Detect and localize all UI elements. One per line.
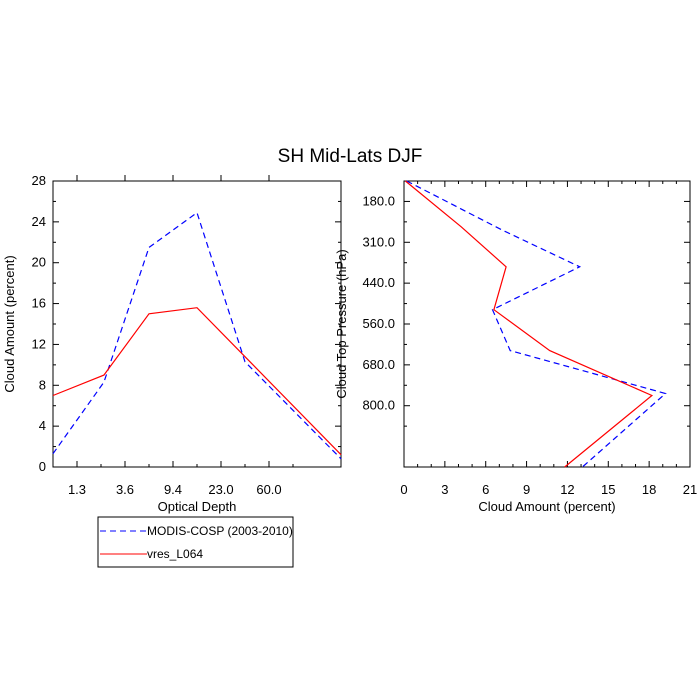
right-x-tick-label: 0 xyxy=(400,482,407,497)
right-y-tick-label: 310.0 xyxy=(362,234,395,249)
left-series-model xyxy=(52,307,342,456)
left-y-tick-label: 20 xyxy=(32,255,46,270)
legend-frame xyxy=(97,516,294,568)
left-series-modis xyxy=(52,211,342,460)
right-x-tick-label: 6 xyxy=(482,482,489,497)
left-y-axis-title: Cloud Amount (percent) xyxy=(2,255,17,392)
legend: MODIS-COSP (2003-2010) vres_L064 xyxy=(97,516,294,568)
right-x-axis-title: Cloud Amount (percent) xyxy=(478,499,615,514)
pressure-panel: 180.0 310.0 440.0 560.0 680.0 800.0 0 3 6 9 12 15 1… xyxy=(334,180,697,514)
left-y-tick-label: 8 xyxy=(39,377,46,392)
right-x-tick-label: 21 xyxy=(683,482,697,497)
left-x-tick-label: 1.3 xyxy=(68,482,86,497)
right-x-tick-label: 3 xyxy=(441,482,448,497)
right-x-tick-label: 9 xyxy=(523,482,530,497)
right-y-tick-label: 800.0 xyxy=(362,398,395,413)
right-series-model xyxy=(405,180,654,468)
left-x-tick-label: 9.4 xyxy=(164,482,182,497)
right-y-tick-label: 440.0 xyxy=(362,275,395,290)
right-x-tick-label: 12 xyxy=(560,482,574,497)
left-y-tick-label: 0 xyxy=(39,459,46,474)
left-plot-frame xyxy=(52,180,342,468)
left-y-tick-label: 4 xyxy=(39,418,46,433)
left-x-tick-label: 3.6 xyxy=(116,482,134,497)
left-x-tick-label: 60.0 xyxy=(256,482,281,497)
left-x-tick-label: 23.0 xyxy=(208,482,233,497)
optical-depth-panel: 0 4 8 12 16 20 24 28 1.3 3.6 9.4 23.0 60.0 Optical … xyxy=(2,173,342,514)
left-y-tick-label: 16 xyxy=(32,296,46,311)
right-y-tick-label: 560.0 xyxy=(362,316,395,331)
left-x-axis-title: Optical Depth xyxy=(158,499,237,514)
left-y-tick-label: 24 xyxy=(32,214,46,229)
right-y-tick-label: 680.0 xyxy=(362,357,395,372)
right-plot-frame xyxy=(403,180,691,468)
right-series-modis xyxy=(406,180,667,468)
right-x-tick-label: 18 xyxy=(642,482,656,497)
right-y-tick-label: 180.0 xyxy=(362,193,395,208)
chart-title: SH Mid-Lats DJF xyxy=(278,146,423,167)
left-y-tick-label: 12 xyxy=(32,336,46,351)
legend-label-model: vres_L064 xyxy=(147,547,203,561)
right-y-axis-title: Cloud Top Pressure (hPa) xyxy=(334,249,349,398)
right-x-tick-label: 15 xyxy=(601,482,615,497)
legend-label-modis: MODIS-COSP (2003-2010) xyxy=(147,524,293,538)
left-y-tick-label: 28 xyxy=(32,173,46,188)
